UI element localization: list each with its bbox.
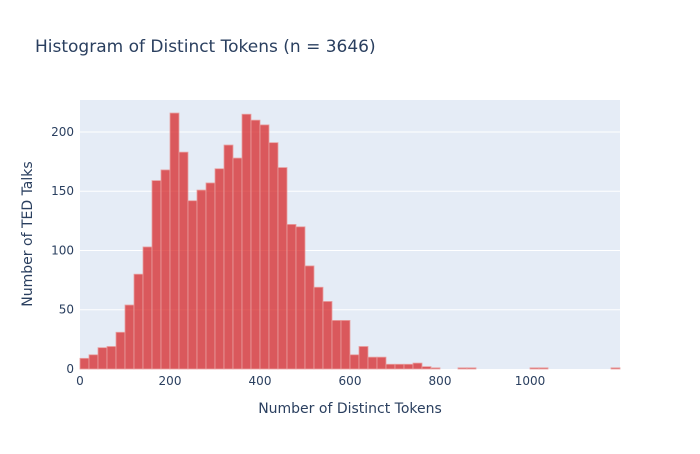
histogram-bar — [286, 224, 297, 370]
histogram-bar — [610, 367, 621, 370]
histogram-bar — [133, 273, 144, 370]
histogram-bar — [232, 157, 243, 370]
histogram-bar — [529, 367, 540, 370]
histogram-bar — [241, 113, 252, 370]
histogram-bar — [196, 189, 207, 370]
histogram-bar — [277, 167, 288, 370]
histogram-bar — [268, 142, 279, 370]
chart-title: Histogram of Distinct Tokens (n = 3646) — [35, 37, 376, 57]
y-tick-label: 0 — [66, 362, 74, 376]
x-axis-label: Number of Distinct Tokens — [258, 401, 442, 417]
x-tick-label: 400 — [249, 374, 272, 388]
histogram-bar — [349, 354, 360, 370]
histogram-bar — [79, 357, 90, 370]
histogram-bar — [421, 366, 432, 370]
histogram-bar — [88, 354, 99, 370]
histogram-bar — [178, 151, 189, 370]
x-tick-label: 800 — [429, 374, 452, 388]
histogram-bar — [538, 367, 549, 370]
y-tick-label: 200 — [51, 125, 74, 139]
x-tick-label: 200 — [159, 374, 182, 388]
y-tick-label: 150 — [51, 184, 74, 198]
y-tick-label: 100 — [51, 243, 74, 257]
histogram-bar — [367, 356, 378, 370]
histogram-bar — [376, 356, 387, 370]
histogram-bar — [250, 119, 261, 370]
histogram-bar — [403, 363, 414, 370]
histogram-bar — [331, 320, 342, 370]
histogram-bar — [124, 304, 135, 370]
histogram-bar — [187, 200, 198, 370]
histogram-bar — [466, 367, 477, 370]
histogram-bar — [322, 301, 333, 370]
histogram-bar — [214, 168, 225, 370]
histogram-bar — [304, 265, 315, 370]
histogram-bar — [313, 286, 324, 370]
histogram-bar — [295, 226, 306, 370]
histogram-bar — [457, 367, 468, 370]
histogram-bar — [169, 112, 180, 370]
histogram-bar — [340, 320, 351, 370]
histogram-bar — [358, 346, 369, 370]
histogram-bar — [142, 246, 153, 370]
histogram-bar — [205, 182, 216, 370]
histogram-bar — [385, 363, 396, 370]
histogram-bar — [97, 347, 108, 370]
histogram-bar — [412, 362, 423, 370]
histogram-bar — [151, 180, 162, 370]
x-tick-label: 0 — [76, 374, 84, 388]
histogram-bar — [160, 169, 171, 370]
histogram-bar — [223, 144, 234, 370]
y-axis-label: Number of TED Talks — [20, 161, 36, 306]
x-tick-label: 1000 — [515, 374, 546, 388]
y-tick-label: 50 — [59, 303, 74, 317]
histogram-bar — [259, 124, 270, 370]
histogram-bar — [106, 346, 117, 370]
histogram-bar — [115, 331, 126, 370]
histogram-bar — [430, 367, 441, 370]
x-tick-label: 600 — [339, 374, 362, 388]
histogram-bar — [394, 363, 405, 370]
